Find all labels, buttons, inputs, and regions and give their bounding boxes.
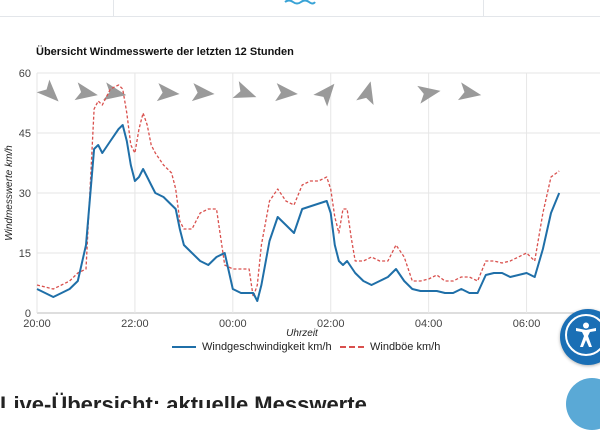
arrow-shape: [36, 79, 59, 102]
x-tick-label: 06:00: [513, 318, 541, 330]
wind-chart: 0 15 30 45 60 20:00 22:00 00:00 02:00 04:00 06:00…: [4, 68, 600, 339]
legend-item-speed[interactable]: Windgeschwindigkeit km/h: [172, 341, 332, 353]
arrow-shape: [232, 81, 257, 99]
wind-direction-arrow: [74, 82, 98, 101]
y-tick-label: 30: [19, 188, 31, 200]
x-tick-label: 00:00: [219, 318, 247, 330]
legend-label-gust: Windböe km/h: [370, 341, 441, 353]
legend-label-speed: Windgeschwindigkeit km/h: [202, 341, 332, 353]
chart-title: Übersicht Windmesswerte der letzten 12 S…: [36, 46, 294, 58]
arrow-shape: [156, 83, 180, 102]
y-tick-label: 60: [19, 68, 31, 80]
legend-swatch-gust: [340, 346, 364, 348]
wind-direction-arrow: [313, 83, 335, 107]
wave-icon[interactable]: [283, 0, 317, 8]
y-axis-label: Windmesswerte km/h: [4, 145, 15, 241]
wind-direction-arrow: [275, 83, 298, 102]
arrow-shape: [457, 82, 482, 101]
x-axis-label: Uhrzeit: [286, 328, 319, 339]
x-tick-label: 02:00: [317, 318, 345, 330]
accessibility-ring: [565, 314, 600, 356]
wind-direction-arrow: [417, 85, 441, 104]
nav-divider: [113, 0, 114, 16]
x-tick-label: 20:00: [23, 318, 51, 330]
nav-divider: [483, 0, 484, 16]
secondary-fab-button[interactable]: [566, 378, 600, 430]
wind-direction-arrow: [356, 81, 374, 105]
arrow-shape: [103, 82, 127, 101]
section-heading: Live-Übersicht: aktuelle Messwerte: [0, 392, 367, 408]
wind-direction-arrow: [191, 83, 215, 102]
accessibility-button[interactable]: [560, 309, 600, 365]
series-lines: [36, 84, 561, 302]
series-line-speed: [36, 124, 561, 302]
y-axis-ticks: 0 15 30 45 60: [19, 68, 31, 320]
accessibility-icon: [576, 322, 596, 347]
arrow-shape: [191, 83, 215, 102]
section-heading-clipped: Live-Übersicht: aktuelle Messwerte: [0, 388, 560, 408]
arrow-shape: [74, 82, 98, 101]
grid: [36, 72, 600, 314]
direction-arrows: [36, 79, 482, 107]
legend-item-gust[interactable]: Windböe km/h: [340, 341, 440, 353]
y-tick-label: 15: [19, 248, 31, 260]
wind-direction-arrow: [457, 82, 482, 101]
wind-direction-arrow: [232, 81, 257, 99]
wind-direction-arrow: [103, 82, 127, 101]
legend: Windgeschwindigkeit km/h Windböe km/h: [0, 341, 600, 357]
arrow-shape: [313, 83, 335, 107]
wind-direction-arrow: [156, 83, 180, 102]
y-tick-label: 45: [19, 128, 31, 140]
x-axis-ticks: 20:00 22:00 00:00 02:00 04:00 06:00: [23, 318, 540, 330]
arrow-shape: [275, 83, 298, 102]
y-tick-label: 0: [25, 308, 31, 320]
top-navigation-bar: [0, 0, 600, 17]
series-line-gust: [36, 84, 560, 298]
x-tick-label: 04:00: [415, 318, 443, 330]
arrow-shape: [417, 85, 441, 104]
arrow-shape: [356, 81, 374, 105]
x-tick-label: 22:00: [121, 318, 149, 330]
legend-swatch-speed: [172, 346, 196, 348]
wind-direction-arrow: [36, 79, 59, 102]
